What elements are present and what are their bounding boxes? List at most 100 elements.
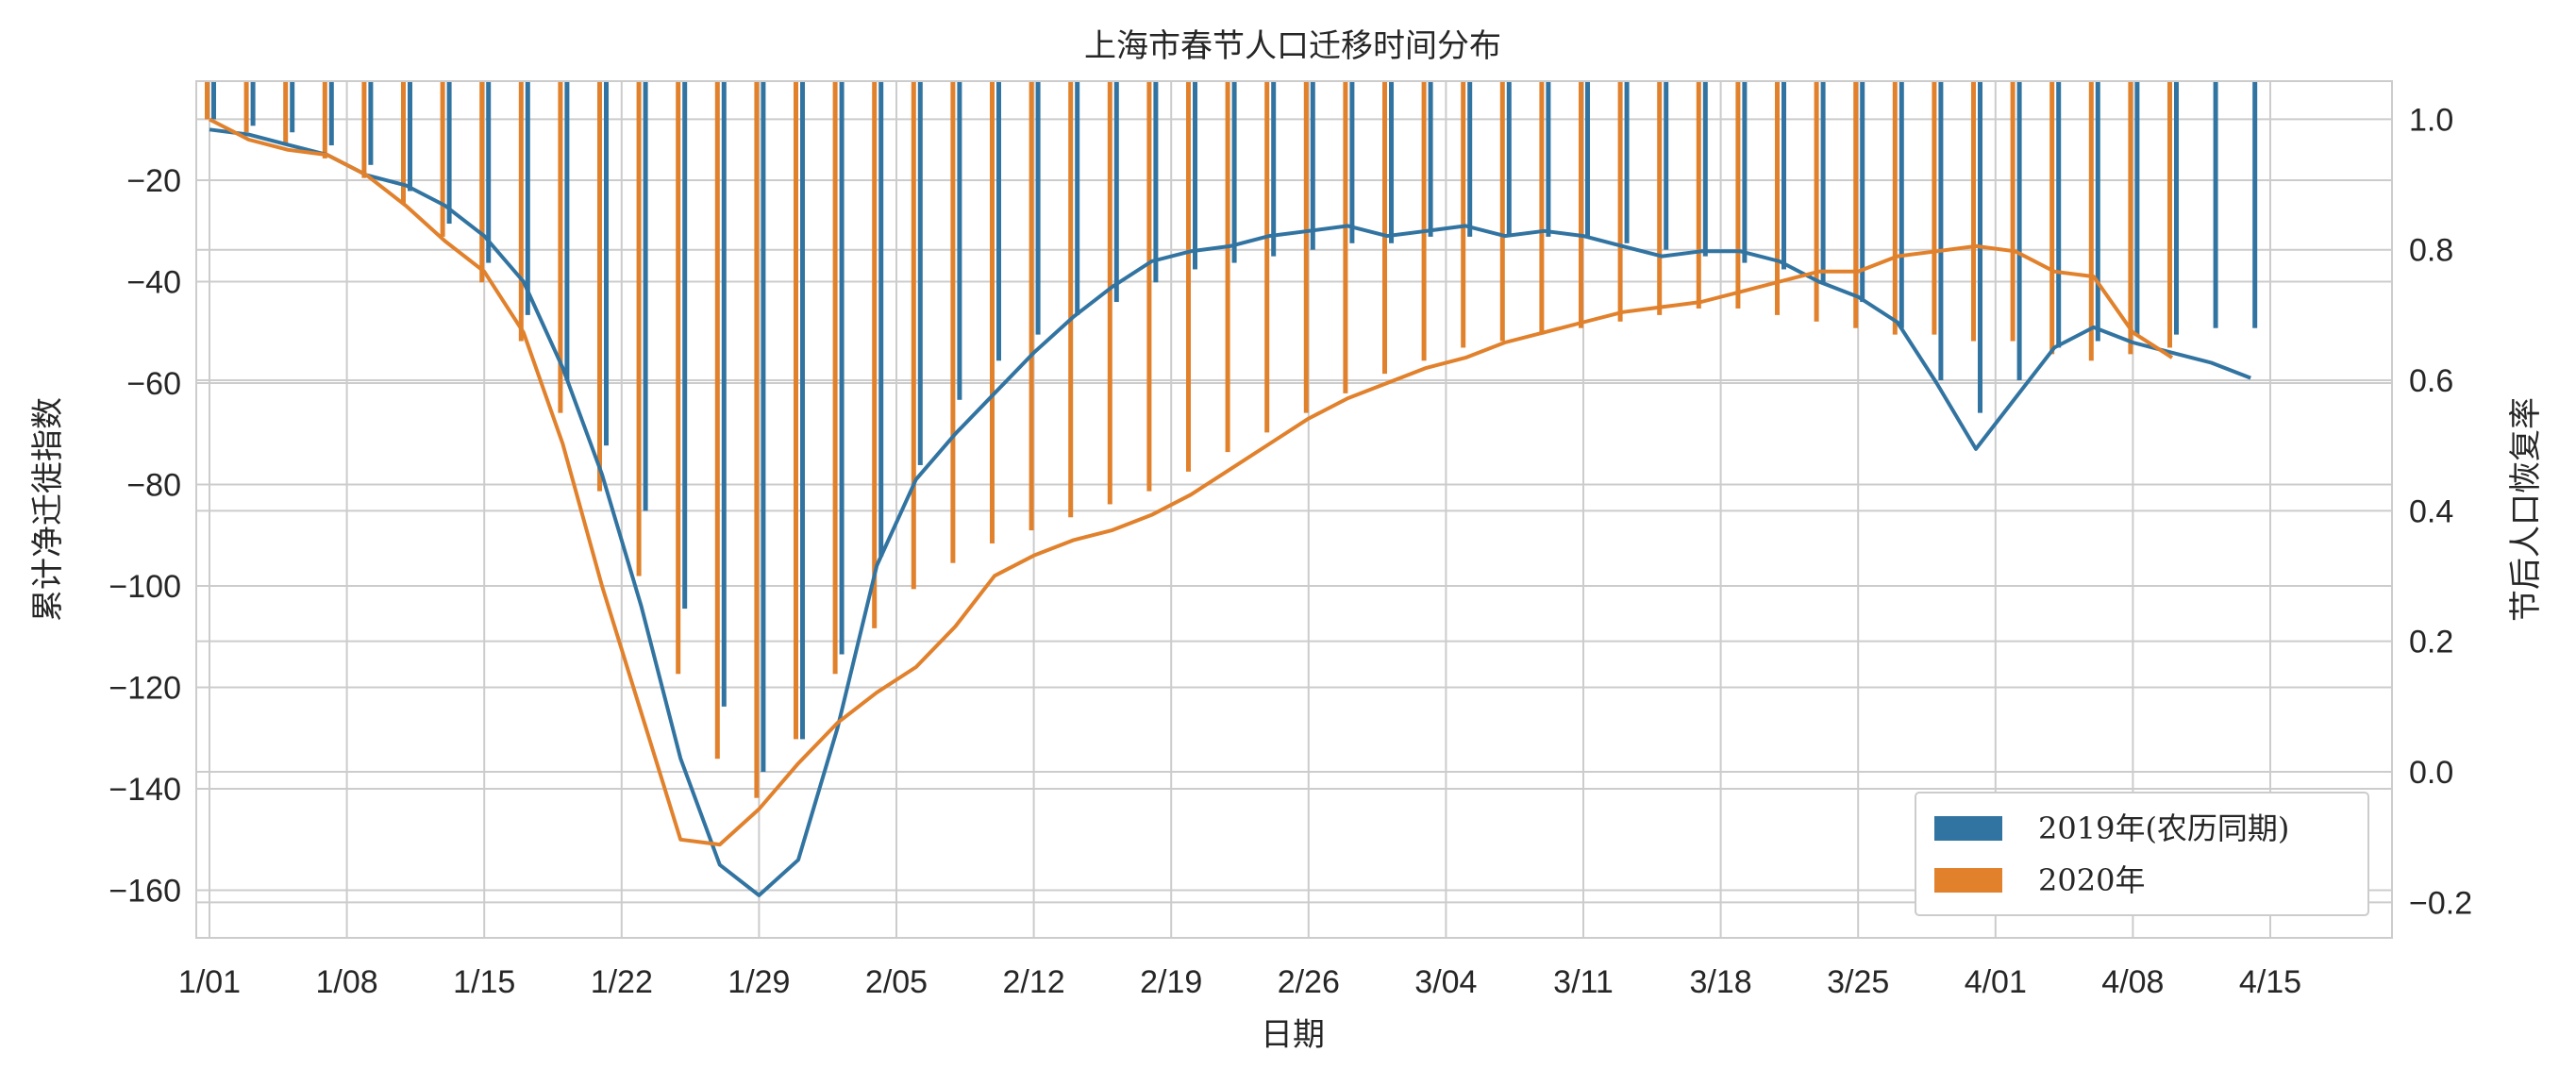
legend-box — [1915, 792, 2369, 916]
bar — [1546, 81, 1551, 237]
y-axis-label-right: 节后人口恢复率 — [2507, 397, 2545, 622]
bar — [1029, 81, 1034, 531]
legend-label-2020: 2020年 — [2038, 862, 2145, 898]
bar — [2128, 81, 2133, 355]
bar — [1068, 81, 1074, 518]
y-tick-label-left: −20 — [126, 163, 181, 199]
bar — [1775, 81, 1780, 315]
bar — [1231, 81, 1237, 263]
bar — [1113, 81, 1119, 303]
bar — [525, 81, 530, 315]
bar — [1585, 81, 1590, 237]
x-tick-label: 3/18 — [1690, 964, 1752, 1000]
bar — [1389, 81, 1394, 243]
bar — [243, 81, 249, 133]
bar — [1539, 81, 1545, 335]
bar — [1579, 81, 1583, 328]
y-ticks-left: −160 −140 −120 −100 −80 −60 −40 −20 — [109, 163, 181, 910]
x-tick-label: 2/19 — [1140, 964, 1202, 1000]
bar — [1343, 81, 1348, 393]
x-tick-label: 2/12 — [1003, 964, 1065, 1000]
bar — [1303, 81, 1309, 413]
bar — [1860, 81, 1865, 303]
x-tick-label: 4/15 — [2239, 964, 2301, 1000]
bar — [1461, 81, 1466, 348]
bar — [2174, 81, 2179, 335]
bar — [2167, 81, 2172, 348]
bar — [2252, 81, 2258, 328]
bar — [1153, 81, 1159, 283]
bar — [2095, 81, 2100, 342]
bar — [1853, 81, 1859, 328]
bar — [911, 81, 916, 590]
bar — [322, 81, 327, 159]
bar — [446, 81, 452, 225]
bar — [1899, 81, 1904, 328]
x-tick-label: 1/08 — [316, 964, 378, 1000]
x-tick-label: 4/01 — [1965, 964, 2027, 1000]
y-tick-label-left: −40 — [126, 265, 181, 301]
bar — [872, 81, 878, 628]
bar — [1310, 81, 1315, 250]
bars — [205, 81, 2258, 798]
x-tick-label: 1/01 — [178, 964, 241, 1000]
y-tick-label-left: −100 — [109, 569, 181, 605]
bar — [440, 81, 445, 237]
x-tick-label: 4/08 — [2101, 964, 2164, 1000]
bar — [1735, 81, 1741, 309]
bar — [1932, 81, 1937, 335]
y-tick-label-right: 0.8 — [2409, 233, 2453, 269]
y-tick-label-right: −0.2 — [2409, 885, 2472, 921]
bar — [479, 81, 485, 283]
bar — [1193, 81, 1197, 270]
series-line — [209, 117, 2174, 847]
bar — [800, 81, 805, 740]
bar — [328, 81, 334, 146]
bar — [564, 81, 570, 381]
legend-swatch-2019 — [1934, 816, 2002, 841]
bar — [518, 81, 524, 342]
bar — [597, 81, 602, 492]
bar — [1271, 81, 1277, 257]
x-tick-label: 2/26 — [1278, 964, 1340, 1000]
bar — [401, 81, 406, 205]
bar — [558, 81, 563, 413]
y-tick-label-left: −120 — [109, 671, 181, 707]
y-ticks-right: −0.2 0.0 0.2 0.4 0.6 0.8 1.0 — [2409, 102, 2472, 921]
y-tick-label-left: −80 — [126, 468, 181, 504]
bar — [1264, 81, 1270, 433]
bar — [486, 81, 492, 263]
bar — [636, 81, 642, 576]
bar — [2134, 81, 2140, 335]
x-tick-label: 3/11 — [1553, 964, 1614, 1000]
bar — [1428, 81, 1433, 237]
x-tick-label: 3/04 — [1414, 964, 1477, 1000]
bar — [1624, 81, 1630, 243]
bar — [1382, 81, 1387, 375]
bar — [878, 81, 884, 557]
bar — [721, 81, 727, 707]
bar — [1107, 81, 1112, 505]
bar — [1657, 81, 1663, 315]
bar — [1499, 81, 1505, 342]
chart-title: 上海市春节人口迁移时间分布 — [1084, 27, 1501, 65]
bar — [250, 81, 256, 126]
bar — [1467, 81, 1473, 237]
bar — [1781, 81, 1786, 270]
bar — [361, 81, 367, 178]
x-ticks: 1/01 1/08 1/15 1/22 1/29 2/05 2/12 2/19 2/26 3/04… — [178, 964, 2301, 1000]
bar — [1820, 81, 1826, 283]
bar — [1617, 81, 1623, 322]
bar — [1696, 81, 1701, 309]
bar — [1892, 81, 1898, 335]
bar — [290, 81, 295, 133]
bar — [604, 81, 609, 446]
y-tick-label-left: −60 — [126, 366, 181, 402]
bar — [1971, 81, 1976, 342]
bar — [957, 81, 962, 400]
x-tick-label: 2/05 — [865, 964, 928, 1000]
plot-frame — [195, 80, 2393, 939]
bar — [754, 81, 760, 798]
x-tick-label: 1/29 — [728, 964, 790, 1000]
